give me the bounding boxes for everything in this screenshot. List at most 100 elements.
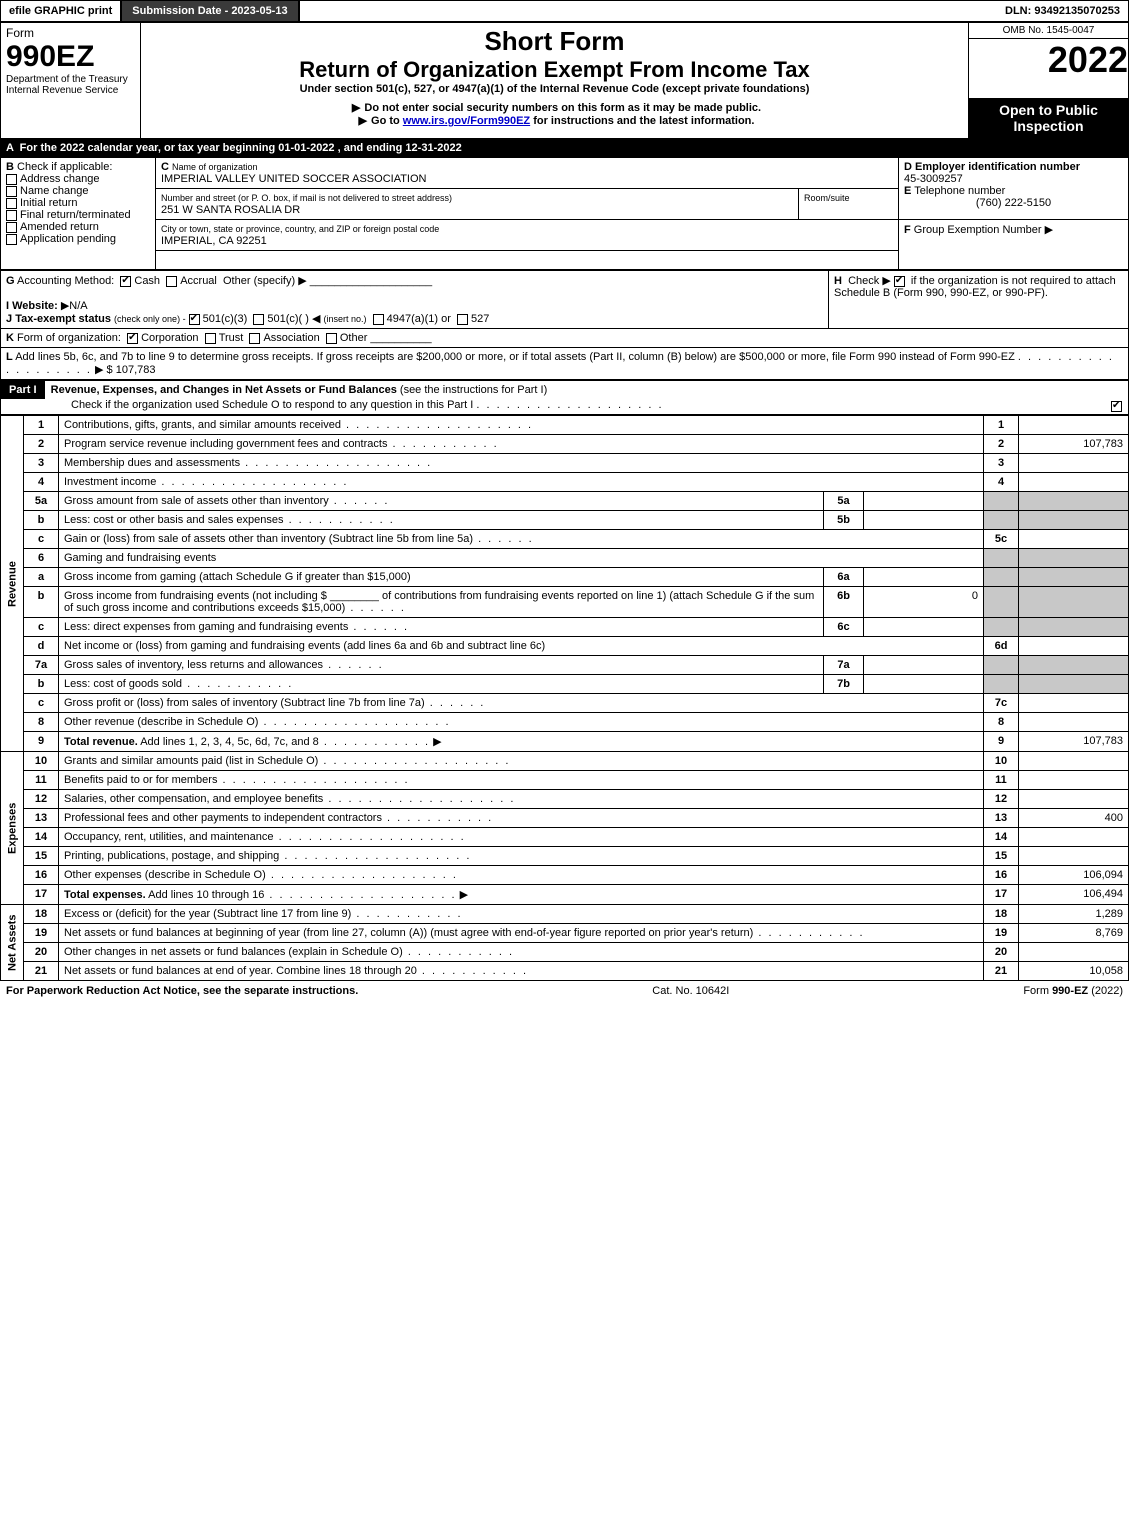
org-name: IMPERIAL VALLEY UNITED SOCCER ASSOCIATIO… [161,173,427,185]
letter-g: G [6,275,15,287]
line-6d-value [1019,637,1129,656]
line-4-text: Investment income [64,476,156,488]
chk-other-org[interactable] [326,333,337,344]
letter-h: H [834,275,842,287]
part1-header: Part I Revenue, Expenses, and Changes in… [0,380,1129,415]
chk-initial-return[interactable] [6,198,17,209]
line-9-text2: Add lines 1, 2, 3, 4, 5c, 6d, 7c, and 8 [138,736,319,748]
short-form-title: Short Form [146,26,963,57]
l-text: Add lines 5b, 6c, and 7b to line 9 to de… [15,351,1015,363]
chk-cash[interactable] [120,276,131,287]
b-check-label: Check if applicable: [17,161,112,173]
line-7c-value [1019,694,1129,713]
g-other: Other (specify) [223,275,295,287]
line-5a-text: Gross amount from sale of assets other t… [64,495,329,507]
j-501c3: 501(c)(3) [203,313,248,325]
line-21-text: Net assets or fund balances at end of ye… [64,965,417,977]
c-name-label: Name of organization [172,162,258,172]
letter-f: F [904,224,911,236]
line-5b-side: 5b [824,511,864,530]
letter-l: L [6,351,13,363]
website-value: N/A [69,300,87,312]
chk-accrual[interactable] [166,276,177,287]
c-addr-label: Number and street (or P. O. box, if mail… [161,193,452,203]
chk-501c[interactable] [253,314,264,325]
line-9-value: 107,783 [1019,732,1129,752]
chk-application-pending[interactable] [6,234,17,245]
line-6-text: Gaming and fundraising events [64,552,216,564]
line-7b-sidevalue [864,675,984,694]
line-7a-text: Gross sales of inventory, less returns a… [64,659,323,671]
line-5c-text: Gain or (loss) from sale of assets other… [64,533,473,545]
form-number: 990EZ [6,40,135,74]
tax-year-range: For the 2022 calendar year, or tax year … [20,142,462,154]
line-7a-side: 7a [824,656,864,675]
org-info-table: B Check if applicable: Address change Na… [0,157,1129,270]
line-17-value: 106,494 [1019,885,1129,905]
line-15-value [1019,847,1129,866]
line-6d-text: Net income or (loss) from gaming and fun… [64,640,545,652]
line-6c-text: Less: direct expenses from gaming and fu… [64,621,348,633]
chk-schedule-o[interactable] [1111,401,1122,412]
line-17-text: Total expenses. [64,889,146,901]
line-3-text: Membership dues and assessments [64,457,240,469]
ghijkl-table: G Accounting Method: Cash Accrual Other … [0,270,1129,380]
chk-association[interactable] [249,333,260,344]
line-6c-sidevalue [864,618,984,637]
b-item-name: Name change [20,185,89,197]
line-5b-text: Less: cost or other basis and sales expe… [64,514,284,526]
chk-final-return[interactable] [6,210,17,221]
d-label: Employer identification number [915,161,1080,173]
letter-d: D [904,161,912,173]
part1-heading: Revenue, Expenses, and Changes in Net As… [51,384,397,396]
line-7b-text: Less: cost of goods sold [64,678,182,690]
line-11-value [1019,771,1129,790]
line-21-value: 10,058 [1019,962,1129,981]
cat-number: Cat. No. 10642I [652,985,729,997]
chk-name-change[interactable] [6,186,17,197]
line-6b-text1: Gross income from fundraising events (no… [64,590,327,602]
g-cash: Cash [134,275,160,287]
line-12-text: Salaries, other compensation, and employ… [64,793,323,805]
efile-button[interactable]: efile GRAPHIC print [1,1,122,21]
line-13-value: 400 [1019,809,1129,828]
line-6a-text: Gross income from gaming (attach Schedul… [64,571,411,583]
i-label: Website: [12,300,58,312]
irs-link[interactable]: www.irs.gov/Form990EZ [403,115,530,127]
chk-4947[interactable] [373,314,384,325]
chk-amended-return[interactable] [6,222,17,233]
j-note: (check only one) - [114,314,186,324]
chk-schedule-b[interactable] [894,276,905,287]
line-13-text: Professional fees and other payments to … [64,812,382,824]
line-6a-side: 6a [824,568,864,587]
form-word: Form [6,26,135,40]
room-suite-label: Room/suite [804,193,850,203]
chk-trust[interactable] [205,333,216,344]
j-label: Tax-exempt status [15,313,111,325]
line-14-value [1019,828,1129,847]
line-19-text: Net assets or fund balances at beginning… [64,927,753,939]
line-20-value [1019,943,1129,962]
dept-label: Department of the Treasury Internal Reve… [6,74,135,96]
line-5c-value [1019,530,1129,549]
k-corp: Corporation [141,332,198,344]
line-3-value [1019,454,1129,473]
letter-i: I [6,300,9,312]
goto-link-line: Go to www.irs.gov/Form990EZ for instruct… [146,114,963,127]
line-20-text: Other changes in net assets or fund bala… [64,946,403,958]
line-10-text: Grants and similar amounts paid (list in… [64,755,318,767]
line-9-text: Total revenue. [64,736,138,748]
chk-501c3[interactable] [189,314,200,325]
revenue-section-label: Revenue [1,416,24,752]
chk-address-change[interactable] [6,174,17,185]
form-header: Form 990EZ Department of the Treasury In… [0,22,1129,139]
chk-corporation[interactable] [127,333,138,344]
k-assoc: Association [263,332,319,344]
f-label: Group Exemption Number [914,224,1042,236]
submission-date-button[interactable]: Submission Date - 2023-05-13 [122,1,299,21]
chk-527[interactable] [457,314,468,325]
netassets-section-label: Net Assets [1,905,24,981]
line-14-text: Occupancy, rent, utilities, and maintena… [64,831,274,843]
line-6a-sidevalue [864,568,984,587]
org-address: 251 W SANTA ROSALIA DR [161,204,300,216]
